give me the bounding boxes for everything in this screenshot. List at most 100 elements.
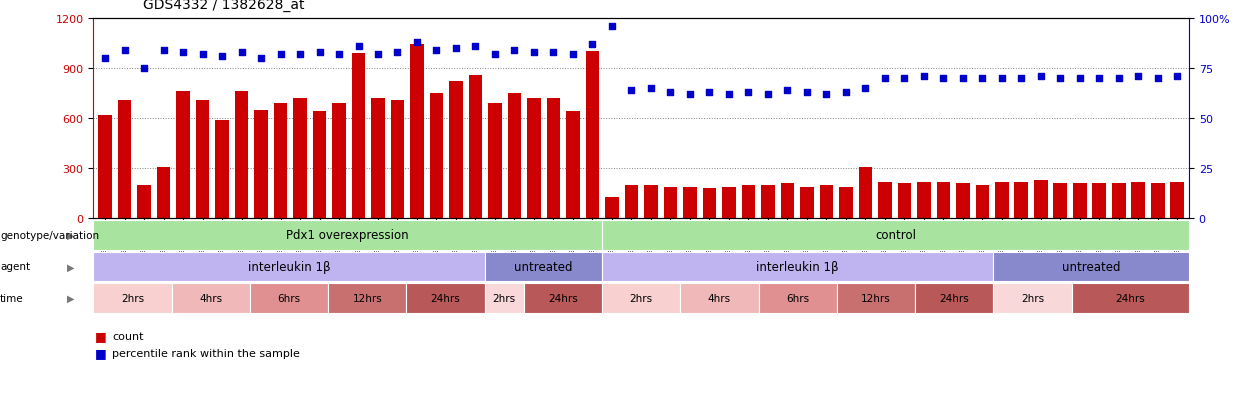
- Text: 2hrs: 2hrs: [630, 293, 652, 303]
- Text: GDS4332 / 1382628_at: GDS4332 / 1382628_at: [143, 0, 305, 12]
- Bar: [254, 110, 268, 219]
- Bar: [976, 185, 990, 219]
- Text: ▶: ▶: [67, 293, 75, 303]
- Point: [407, 39, 427, 46]
- Bar: [605, 197, 619, 219]
- Point: [621, 88, 641, 94]
- Text: 2hrs: 2hrs: [121, 293, 144, 303]
- Bar: [195, 100, 209, 219]
- Point: [290, 51, 310, 58]
- Point: [583, 41, 603, 48]
- Text: Pdx1 overexpression: Pdx1 overexpression: [286, 229, 410, 242]
- Point: [310, 49, 330, 56]
- Text: 24hrs: 24hrs: [548, 293, 578, 303]
- Bar: [98, 115, 112, 219]
- Point: [738, 89, 758, 96]
- Point: [563, 51, 583, 58]
- Text: 2hrs: 2hrs: [493, 293, 515, 303]
- Point: [486, 51, 505, 58]
- Text: 24hrs: 24hrs: [1116, 293, 1145, 303]
- Text: agent: agent: [0, 262, 30, 272]
- Bar: [312, 112, 326, 219]
- Point: [641, 85, 661, 92]
- Point: [1031, 74, 1051, 80]
- Point: [232, 49, 251, 56]
- Point: [115, 47, 134, 54]
- Point: [777, 88, 797, 94]
- Text: percentile rank within the sample: percentile rank within the sample: [112, 348, 300, 358]
- Bar: [801, 187, 814, 219]
- Text: count: count: [112, 331, 143, 341]
- Text: untreated: untreated: [1062, 260, 1120, 273]
- Bar: [177, 92, 190, 219]
- Point: [1168, 74, 1188, 80]
- Point: [1011, 76, 1031, 82]
- Bar: [1132, 182, 1145, 219]
- Bar: [1112, 184, 1125, 219]
- Bar: [702, 189, 716, 219]
- Bar: [995, 182, 1008, 219]
- Text: interleukin 1β: interleukin 1β: [248, 260, 330, 273]
- Text: 4hrs: 4hrs: [199, 293, 223, 303]
- Text: 6hrs: 6hrs: [786, 293, 809, 303]
- Point: [603, 23, 622, 30]
- Point: [212, 53, 232, 60]
- Bar: [215, 121, 229, 219]
- Text: ▶: ▶: [67, 230, 75, 240]
- Bar: [644, 185, 657, 219]
- Bar: [293, 99, 306, 219]
- Bar: [1170, 182, 1184, 219]
- Point: [95, 55, 115, 62]
- Text: genotype/variation: genotype/variation: [0, 230, 100, 240]
- Point: [680, 91, 700, 98]
- Point: [992, 76, 1012, 82]
- Bar: [527, 99, 540, 219]
- Bar: [157, 167, 171, 219]
- Point: [134, 65, 154, 72]
- Bar: [956, 184, 970, 219]
- Point: [173, 49, 193, 56]
- Bar: [839, 187, 853, 219]
- Text: 2hrs: 2hrs: [1021, 293, 1045, 303]
- Bar: [488, 104, 502, 219]
- Bar: [742, 185, 756, 219]
- Point: [251, 55, 271, 62]
- Text: 24hrs: 24hrs: [939, 293, 969, 303]
- Point: [700, 89, 720, 96]
- Point: [544, 49, 564, 56]
- Text: ■: ■: [95, 347, 106, 360]
- Bar: [274, 104, 288, 219]
- Point: [387, 49, 407, 56]
- Bar: [781, 184, 794, 219]
- Point: [1089, 76, 1109, 82]
- Text: ■: ■: [95, 329, 106, 342]
- Bar: [468, 75, 482, 219]
- Text: 6hrs: 6hrs: [278, 293, 300, 303]
- Text: 12hrs: 12hrs: [862, 293, 891, 303]
- Text: ▶: ▶: [67, 262, 75, 272]
- Point: [758, 91, 778, 98]
- Bar: [1035, 180, 1047, 219]
- Bar: [430, 94, 443, 219]
- Bar: [918, 182, 931, 219]
- Bar: [1015, 182, 1028, 219]
- Point: [1109, 76, 1129, 82]
- Text: time: time: [0, 293, 24, 303]
- Point: [329, 51, 349, 58]
- Point: [817, 91, 837, 98]
- Point: [1051, 76, 1071, 82]
- Point: [1128, 74, 1148, 80]
- Point: [718, 91, 738, 98]
- Bar: [332, 104, 346, 219]
- Point: [349, 43, 369, 50]
- Bar: [1053, 184, 1067, 219]
- Point: [894, 76, 914, 82]
- Point: [1148, 76, 1168, 82]
- Bar: [351, 54, 365, 219]
- Bar: [898, 184, 911, 219]
- Bar: [137, 185, 151, 219]
- Point: [524, 49, 544, 56]
- Bar: [410, 45, 423, 219]
- Text: control: control: [875, 229, 916, 242]
- Bar: [1150, 184, 1164, 219]
